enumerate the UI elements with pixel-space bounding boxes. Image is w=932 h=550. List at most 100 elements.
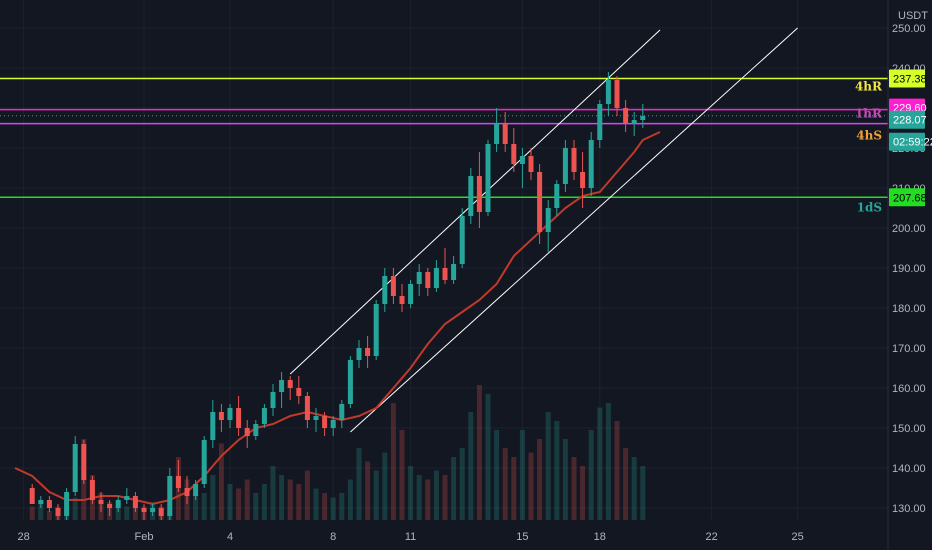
price-tick-label: 180.00 xyxy=(892,303,926,315)
candle-body xyxy=(519,156,525,164)
time-tick-label: 25 xyxy=(791,531,803,543)
volume-bar xyxy=(597,407,603,520)
candle-body xyxy=(132,496,138,508)
price-tag-1dS: 207.68 xyxy=(893,192,927,204)
volume-bar xyxy=(588,430,594,520)
candle-body xyxy=(193,484,199,496)
candle-body xyxy=(390,276,396,296)
volume-bar xyxy=(528,452,534,520)
candle-body xyxy=(623,108,629,124)
price-tag-4hR-bg xyxy=(889,69,925,88)
candle-body xyxy=(537,172,543,232)
candle-body xyxy=(29,488,35,504)
volume-bar xyxy=(494,430,500,520)
candle-body xyxy=(304,396,310,420)
candle-body xyxy=(580,172,586,188)
price-tick-label: 140.00 xyxy=(892,463,926,475)
volume-bar xyxy=(623,448,629,520)
candle-body xyxy=(373,304,379,356)
candle-body xyxy=(38,500,44,504)
candle-body xyxy=(605,80,611,104)
candle-body xyxy=(141,508,147,512)
level-name-1hR: 1hR xyxy=(855,107,883,121)
candle-body xyxy=(459,216,465,264)
candle-body xyxy=(313,416,319,420)
volume-bar xyxy=(270,466,276,520)
price-tick-label: 130.00 xyxy=(892,503,926,515)
volume-bar xyxy=(502,448,508,520)
volume-bar xyxy=(511,457,517,520)
volume-bar xyxy=(296,484,302,520)
volume-bar xyxy=(365,461,371,520)
trend-channel[interactable] xyxy=(289,27,798,433)
candle-body xyxy=(382,276,388,304)
candle-body xyxy=(72,444,78,492)
time-tick-label: 8 xyxy=(330,531,336,543)
volume-bar xyxy=(580,466,586,520)
candle-body xyxy=(365,348,371,356)
volume-bar xyxy=(459,448,465,520)
volume-bar xyxy=(287,479,293,520)
candle-body xyxy=(107,504,113,508)
candle-body xyxy=(399,296,405,304)
candle-body xyxy=(296,388,302,396)
volume-bar xyxy=(304,470,310,520)
volume-bar xyxy=(631,457,637,520)
level-lines xyxy=(0,77,888,199)
grid xyxy=(0,0,888,520)
volume-bar xyxy=(339,493,345,520)
candle-body xyxy=(347,360,353,404)
candle-body xyxy=(554,184,560,208)
candle-body xyxy=(562,148,568,184)
time-tick-label: Feb xyxy=(135,531,154,543)
candle-body xyxy=(115,500,121,508)
candle-body xyxy=(124,496,130,500)
volume-bar xyxy=(390,403,396,520)
volume-bar xyxy=(236,488,242,520)
volume-bar xyxy=(115,506,121,520)
volume-bar xyxy=(201,493,207,520)
price-tick-label: 160.00 xyxy=(892,383,926,395)
candle-body xyxy=(425,272,431,288)
candle-body xyxy=(81,444,87,480)
channel-line-upper xyxy=(289,29,661,375)
price-tick-label: 190.00 xyxy=(892,263,926,275)
candle-body xyxy=(416,272,422,284)
candle-body xyxy=(476,176,482,212)
currency-label[interactable]: USDT xyxy=(898,10,928,22)
volume-bar xyxy=(537,439,543,520)
candle-body xyxy=(158,508,164,516)
candle-body xyxy=(270,392,276,408)
candle-body xyxy=(330,420,336,428)
candle-body xyxy=(175,476,181,488)
volume-bar xyxy=(399,430,405,520)
volume-bar xyxy=(373,470,379,520)
candle-body xyxy=(502,124,508,144)
time-axis[interactable]: 28 Feb 4 8 11 15 18 22 25 xyxy=(17,531,803,543)
candle-body xyxy=(89,480,95,500)
volume-bar xyxy=(322,493,328,520)
candle-body xyxy=(322,416,328,428)
candle-body xyxy=(631,120,637,124)
volume-bar xyxy=(408,466,414,520)
volume-bar xyxy=(38,502,44,520)
candle-body xyxy=(55,508,61,516)
candle-body xyxy=(236,408,242,428)
volume-bar xyxy=(468,412,474,520)
candle-body xyxy=(408,284,414,304)
candle-body xyxy=(150,508,156,512)
level-name-4hS: 4hS xyxy=(856,129,882,143)
candle-body xyxy=(218,412,224,420)
candle-body xyxy=(261,408,267,424)
volume-bar xyxy=(356,448,362,520)
volume-bar xyxy=(451,457,457,520)
volume-bars xyxy=(29,385,646,520)
countdown-tag: 02:59:22 xyxy=(893,137,932,149)
volume-bar xyxy=(382,452,388,520)
volume-bar xyxy=(218,443,224,520)
price-tick-label: 150.00 xyxy=(892,423,926,435)
volume-bar xyxy=(571,457,577,520)
volume-bar xyxy=(46,511,52,520)
volume-bar xyxy=(554,421,560,520)
